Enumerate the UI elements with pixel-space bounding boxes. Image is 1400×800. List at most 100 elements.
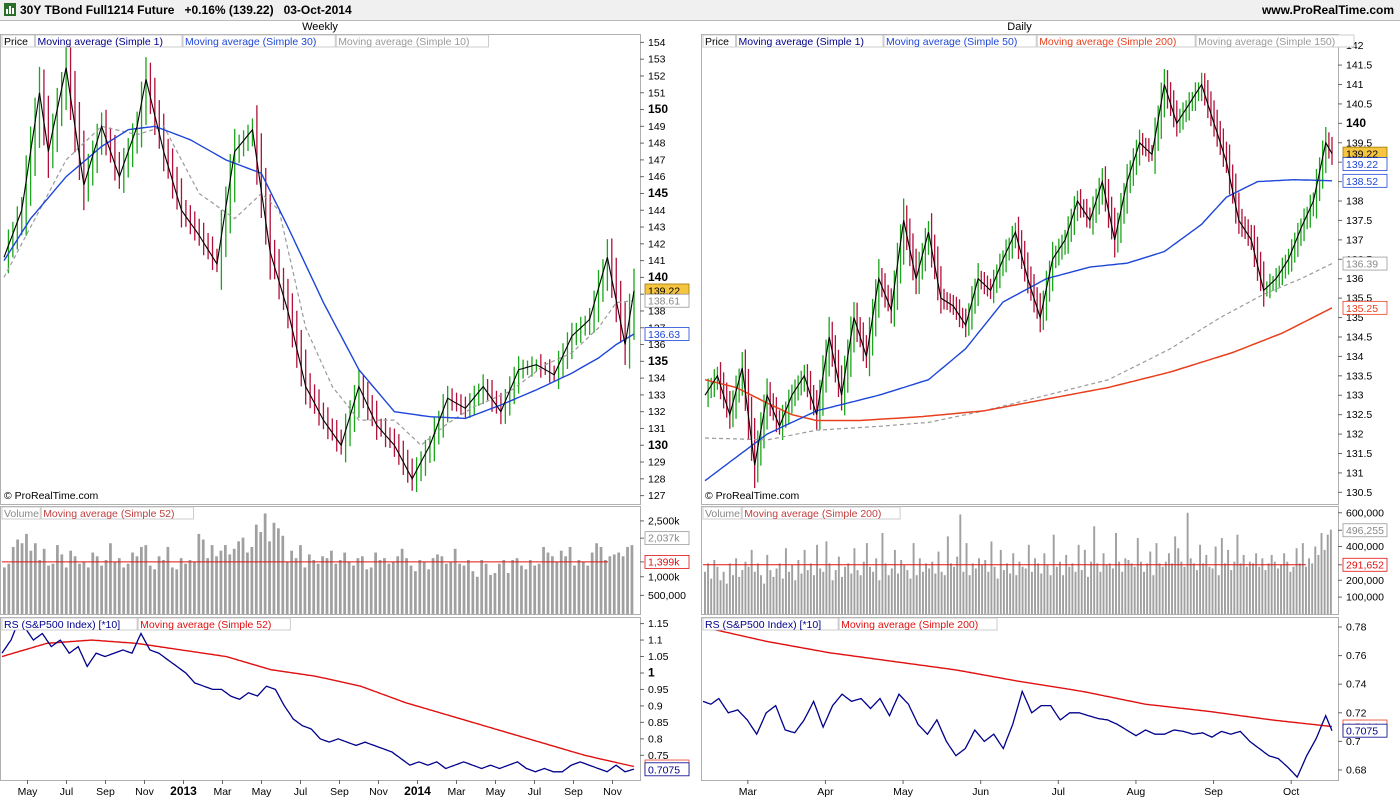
y-tick-label: 496,255 <box>1346 525 1384 537</box>
price-change: +0.16% (139.22) <box>184 3 274 17</box>
wr-rs-ma-line <box>1 639 635 768</box>
y-tick-label: 0.75 <box>648 750 669 762</box>
dp-value-label: 136.39 <box>1346 259 1378 271</box>
wv-volume-bar <box>617 552 621 614</box>
wv-volume-bar <box>467 560 470 614</box>
dv-volume-bar <box>1276 568 1279 614</box>
wv-volume-bar <box>91 552 95 614</box>
dv-volume-bar <box>1161 566 1164 614</box>
wv-volume-bar <box>25 533 28 614</box>
dv-volume-bar <box>1236 534 1239 614</box>
dp-legend-item: Price <box>705 36 729 48</box>
wv-volume-bar <box>117 558 121 614</box>
wv-volume-bar <box>7 563 11 614</box>
wp-price-line <box>3 67 635 480</box>
dv-volume-bar <box>1087 576 1089 614</box>
dv-volume-bar <box>834 570 837 614</box>
wv-volume-bar <box>42 548 46 614</box>
wv-volume-bar <box>215 556 218 614</box>
wv-volume-bar <box>162 560 165 614</box>
y-tick-label: 154 <box>648 37 666 49</box>
title-bar: 30Y TBond Full1214 Future +0.16% (139.22… <box>0 0 1400 21</box>
y-tick-label: 140.5 <box>1346 98 1372 110</box>
wv-volume-bar <box>444 563 448 614</box>
dp-price-line <box>704 83 1333 466</box>
y-tick-label: 291,652 <box>1346 559 1384 571</box>
x-tick-label: Aug <box>1127 786 1146 798</box>
dv-volume-bar <box>1006 563 1008 614</box>
wv-volume-bar <box>484 563 488 614</box>
wv-volume-bar <box>325 558 329 614</box>
wr-legend-box <box>1 617 138 631</box>
wv-volume-bar <box>60 554 64 614</box>
dv-volume-bar <box>1183 566 1186 614</box>
dr-value-label: 0.7075 <box>1346 726 1378 738</box>
y-tick-label: 100,000 <box>1346 592 1384 604</box>
dv-volume-bar <box>1043 553 1046 614</box>
dv-volume-bar <box>946 536 949 614</box>
instrument-name: 30Y TBond Full1214 Future <box>20 3 175 17</box>
dv-volume-bar <box>812 575 815 614</box>
y-tick-label: 135 <box>1346 312 1364 324</box>
x-tick-label: Jul <box>60 786 73 798</box>
dv-volume-bar <box>1040 573 1043 614</box>
wv-volume-bar <box>73 556 77 614</box>
dv-volume-bar <box>1189 558 1192 614</box>
dv-volume-bar <box>918 558 921 614</box>
dv-volume-bar <box>1065 554 1068 614</box>
dv-volume-bar <box>853 548 856 614</box>
dv-volume-bar <box>741 570 744 614</box>
dv-volume-bar <box>1326 534 1329 614</box>
dv-volume-bar <box>862 561 865 614</box>
dv-volume-bar <box>971 563 974 614</box>
y-tick-label: 1,000k <box>648 571 680 583</box>
dv-volume-bar <box>1024 568 1027 614</box>
wr-legend-item: RS (S&P500 Index) [*10] <box>4 619 120 631</box>
y-tick-label: 139.5 <box>1346 137 1372 149</box>
wv-volume-bar <box>184 563 187 614</box>
y-tick-label: 151 <box>648 87 666 99</box>
y-tick-label: 0.78 <box>1346 622 1367 634</box>
y-tick-label: 200,000 <box>1346 575 1384 587</box>
dv-volume-bar <box>865 543 868 614</box>
wp-ma10-line <box>3 125 635 447</box>
wr-value-tag <box>644 762 690 777</box>
y-tick-label: 152 <box>648 70 666 82</box>
dv-volume-bar <box>744 561 747 614</box>
y-tick-label: 136 <box>1346 273 1364 285</box>
dv-legend-item: Moving average (Simple 200) <box>744 508 881 520</box>
wp-legend-item: Price <box>4 36 28 48</box>
dv-volume-bar <box>1121 571 1124 614</box>
wv-volume-bar <box>533 565 537 614</box>
y-tick-label: 0.72 <box>1346 707 1367 719</box>
wv-volume-bar <box>113 561 117 614</box>
y-tick-label: 130 <box>648 438 668 452</box>
wr-value-label: 0.7075 <box>648 764 680 776</box>
dv-volume-bar <box>707 563 710 614</box>
x-tick-label: Sep <box>564 786 583 798</box>
y-tick-label: 136 <box>648 339 666 351</box>
wv-legend-item: Moving average (Simple 52) <box>43 508 174 520</box>
wv-volume-bar <box>537 563 541 614</box>
wv-volume-bar <box>551 556 554 614</box>
y-tick-label: 2,037k <box>648 533 680 545</box>
wv-volume-bar <box>621 556 625 614</box>
dv-volume-bar <box>1211 568 1214 614</box>
site-url[interactable]: www.ProRealTime.com <box>1261 3 1394 17</box>
dv-volume-bar <box>893 549 896 614</box>
wv-volume-bar <box>581 561 585 614</box>
dv-volume-bar <box>1102 553 1105 614</box>
instrument-title: 30Y TBond Full1214 Future +0.16% (139.22… <box>20 3 352 17</box>
dv-volume-bar <box>772 576 775 614</box>
dv-volume-bar <box>797 560 800 614</box>
dv-volume-bar <box>1149 551 1152 614</box>
wv-volume-bar <box>135 556 139 614</box>
dv-volume-bar <box>1289 571 1292 614</box>
dv-volume-bar <box>1174 536 1177 614</box>
wv-volume-bar <box>595 543 598 614</box>
chart-date: 03-Oct-2014 <box>283 3 352 17</box>
wv-volume-bar <box>524 569 528 614</box>
dv-volume-bar <box>968 575 971 614</box>
wv-volume-bar <box>343 552 347 614</box>
